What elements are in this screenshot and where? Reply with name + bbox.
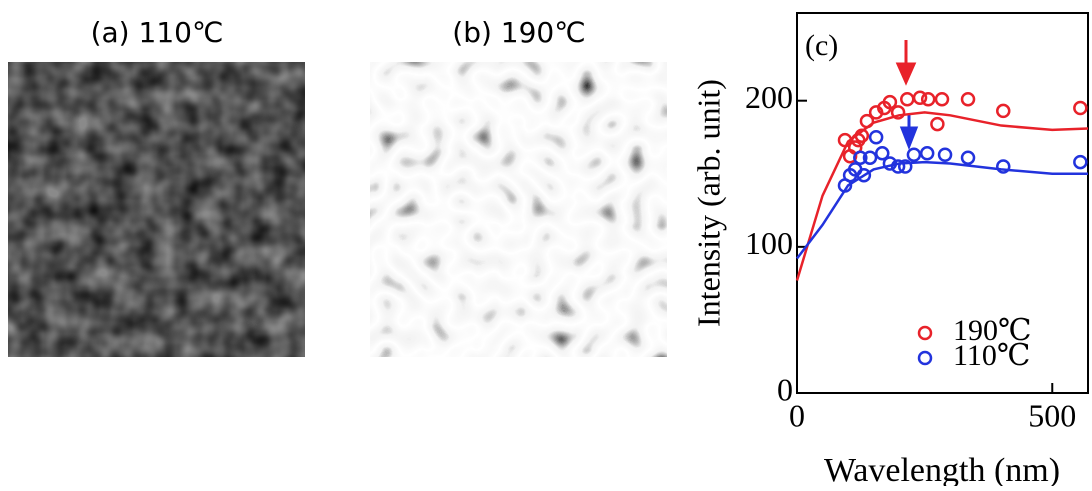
fit-line	[795, 111, 1089, 281]
point	[919, 146, 935, 161]
point	[875, 146, 890, 161]
point	[906, 147, 922, 163]
fit-line	[796, 160, 1088, 260]
point	[862, 150, 878, 165]
point	[882, 94, 898, 110]
point	[859, 113, 875, 129]
point	[996, 103, 1011, 119]
point	[853, 150, 868, 165]
point	[960, 150, 976, 165]
point	[996, 159, 1011, 174]
micrograph-b	[370, 62, 667, 357]
point	[1073, 100, 1088, 116]
point	[930, 116, 945, 132]
chart: (c) Wavelength (nm) Intensity (arb. unit…	[690, 12, 1089, 489]
point	[960, 91, 976, 107]
point	[934, 91, 950, 107]
annotation: (c)	[805, 29, 838, 62]
y-tick-label: 0	[777, 371, 793, 407]
point	[1073, 154, 1088, 170]
point	[837, 132, 853, 148]
point	[912, 90, 928, 106]
y-tick-label: 100	[745, 225, 793, 261]
y-axis-label: Intensity (arb. unit)	[690, 79, 726, 327]
legend-label: 110℃	[953, 339, 1030, 372]
y-tick-label: 200	[745, 79, 793, 115]
plot-frame	[796, 12, 1089, 394]
point	[882, 156, 898, 171]
point	[900, 91, 915, 107]
micrograph-a-texture	[8, 62, 305, 357]
legend-marker	[917, 325, 933, 341]
point	[890, 105, 906, 120]
legend-marker	[917, 350, 933, 366]
legend-label: 190℃	[953, 314, 1032, 347]
panel-title: (a) 110℃	[91, 16, 224, 49]
x-tick-label: 500	[1028, 397, 1076, 433]
point	[854, 128, 870, 144]
point	[868, 129, 884, 145]
x-axis-label: Wavelength (nm)	[824, 452, 1060, 486]
x-tick-label: 0	[789, 397, 805, 433]
point	[890, 159, 906, 174]
arrow	[895, 40, 917, 86]
arrow	[899, 114, 919, 151]
point	[856, 167, 872, 183]
point	[920, 91, 936, 107]
point	[937, 147, 953, 163]
point	[897, 159, 913, 174]
panel-title: (b) 190℃	[452, 16, 585, 49]
